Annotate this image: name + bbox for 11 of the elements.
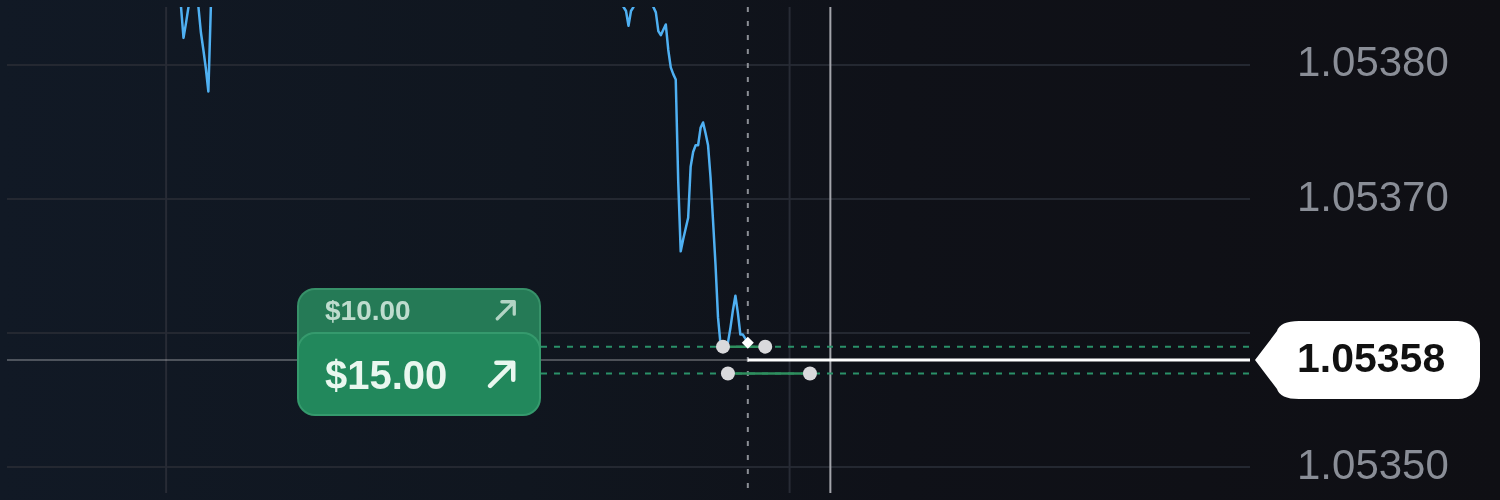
point bbox=[802, 366, 817, 381]
label-badge: $15.00 bbox=[297, 331, 541, 416]
point bbox=[741, 336, 754, 349]
ref-line-label: 1.05358 bbox=[1297, 335, 1446, 382]
point bbox=[715, 339, 730, 354]
point bbox=[720, 366, 735, 381]
annotation: $10.00 bbox=[325, 294, 411, 326]
y-tick-label: 1.05370 bbox=[1297, 172, 1449, 220]
point bbox=[758, 339, 773, 354]
y-tick-label: 1.05380 bbox=[1297, 38, 1449, 86]
y-tick-label: 1.05350 bbox=[1297, 441, 1449, 489]
